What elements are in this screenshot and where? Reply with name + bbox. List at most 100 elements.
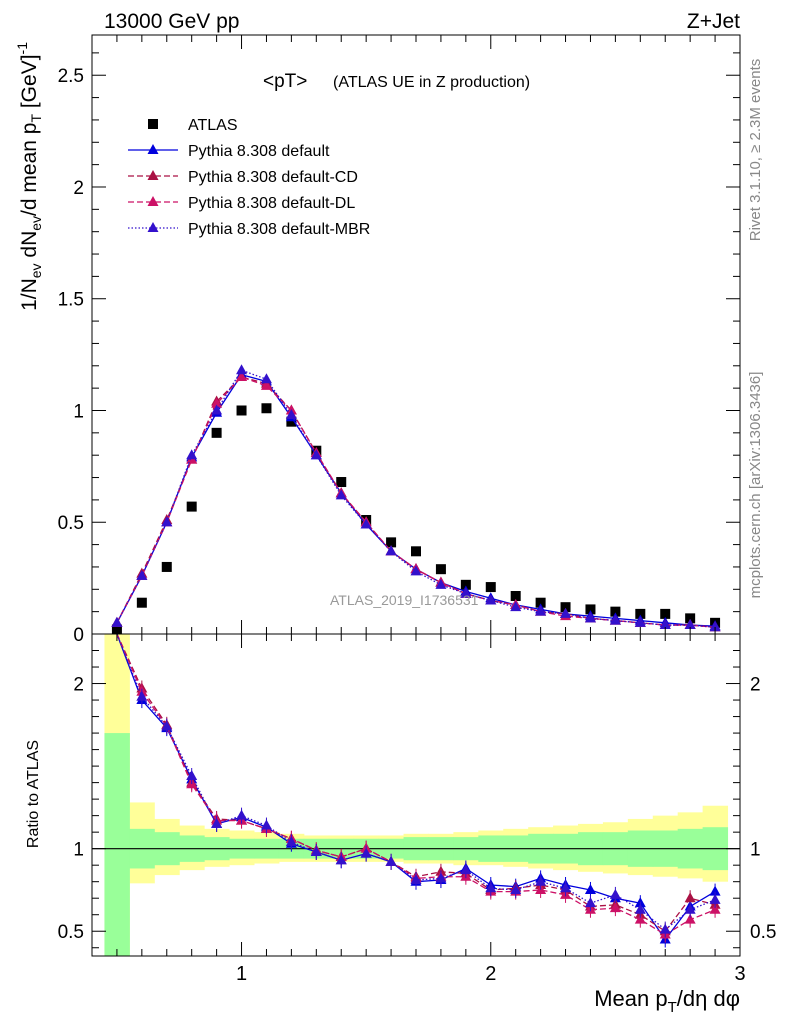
legend-marker xyxy=(147,170,159,180)
ratio-data-point xyxy=(709,893,721,904)
data-point xyxy=(360,518,372,529)
data-point xyxy=(411,546,421,557)
data-point xyxy=(336,477,347,488)
data-point xyxy=(485,594,497,605)
ratio-data-point xyxy=(609,902,621,913)
y-tick-label: 1 xyxy=(73,401,84,422)
data-point xyxy=(236,405,247,416)
data-point xyxy=(684,619,696,630)
data-point xyxy=(709,621,721,632)
data-point xyxy=(535,597,546,608)
x-axis-title: Mean pT/dη dφ xyxy=(594,986,740,1016)
header-energy-label: 13000 GeV pp xyxy=(104,10,239,33)
ratio-series-line xyxy=(116,633,716,941)
data-point xyxy=(136,597,147,608)
data-point xyxy=(634,616,646,627)
header-process-label: Z+Jet xyxy=(687,10,740,33)
data-point xyxy=(286,416,297,427)
legend-label: Pythia 8.308 default-DL xyxy=(188,195,355,212)
ratio-data-point xyxy=(659,923,671,934)
ratio-data-point xyxy=(609,888,621,899)
ratio-data-point xyxy=(709,903,721,914)
data-point xyxy=(535,605,547,616)
y-tick-label-right: 0.5 xyxy=(750,922,776,943)
data-point xyxy=(610,606,621,617)
data-point xyxy=(410,565,422,576)
y-tick-label: 2 xyxy=(73,178,84,199)
data-point xyxy=(560,602,571,613)
legend: ATLAS Pythia 8.308 default Pythia 8.308 de… xyxy=(128,117,370,238)
y-tick-label: 2 xyxy=(73,675,84,696)
series-line xyxy=(116,369,716,628)
main-panel: 0 0.5 1 1.5 2 2.5 <pT> (ATLAS UE in Z product… xyxy=(14,34,741,646)
data-point xyxy=(660,608,671,619)
data-point xyxy=(310,449,322,460)
ratio-data-point xyxy=(211,817,223,828)
y-tick-label: 1 xyxy=(73,840,84,861)
data-point xyxy=(585,604,596,615)
data-point xyxy=(635,608,646,619)
plot-subtitle: (ATLAS UE in Z production) xyxy=(333,74,530,91)
series-line xyxy=(116,376,716,628)
data-point xyxy=(161,561,172,572)
legend-marker xyxy=(147,222,159,232)
ratio-data-point xyxy=(460,864,472,875)
data-point xyxy=(260,379,272,390)
y-tick-label: 0.5 xyxy=(58,922,84,943)
y-tick-label: 1.5 xyxy=(58,290,84,311)
ratio-data-point xyxy=(584,897,596,908)
data-point xyxy=(560,607,572,618)
series-line xyxy=(116,376,716,628)
x-tick-label: 1 xyxy=(236,963,247,985)
ratio-data-point xyxy=(136,690,148,701)
ratio-data-point xyxy=(236,809,248,820)
data-point xyxy=(335,489,347,500)
ratio-y-axis-title: Ratio to ATLAS xyxy=(25,740,42,848)
data-point xyxy=(584,612,596,623)
mcplots-credit-label: mcplots.cern.ch [arXiv:1306.3436] xyxy=(747,372,764,599)
plot-title: <pT> xyxy=(263,71,307,92)
ratio-data-point xyxy=(634,903,646,914)
data-point xyxy=(211,427,222,438)
ratio-data-point xyxy=(709,885,721,896)
data-point xyxy=(236,370,248,381)
data-point xyxy=(211,404,223,415)
rivet-version-label: Rivet 3.1.10, ≥ 2.3M events xyxy=(747,59,764,242)
data-point xyxy=(136,569,148,580)
ratio-data-point xyxy=(535,875,547,886)
ratio-data-point xyxy=(360,847,372,858)
legend-marker xyxy=(147,196,159,206)
series-line xyxy=(116,373,716,627)
y-tick-label-right: 1 xyxy=(750,840,761,861)
x-tick-label: 2 xyxy=(485,963,496,985)
y-tick-label: 0.5 xyxy=(58,513,84,534)
legend-label: Pythia 8.308 default-MBR xyxy=(188,221,370,238)
data-point xyxy=(386,537,397,548)
ratio-data-point xyxy=(285,836,297,847)
ratio-data-point xyxy=(684,913,696,924)
ratio-data-point xyxy=(335,854,347,865)
ratio-data-point xyxy=(310,845,322,856)
data-point xyxy=(659,619,671,630)
ratio-panel: 1 2 30.5 0.51 12 2 Ratio to ATLAS Mean pT/dη … xyxy=(25,633,776,1016)
y-tick-label-right: 2 xyxy=(750,675,761,696)
ratio-data-point xyxy=(560,882,572,893)
data-point xyxy=(236,364,248,375)
data-point xyxy=(609,614,621,625)
ratio-data-point xyxy=(260,819,272,830)
ratio-data-point xyxy=(161,720,173,731)
data-point xyxy=(435,564,446,575)
ratio-data-point xyxy=(435,872,447,883)
data-point xyxy=(510,591,521,602)
ratio-data-point xyxy=(684,892,696,903)
ratio-data-point xyxy=(410,874,422,885)
data-point xyxy=(186,501,197,512)
legend-marker xyxy=(148,119,158,129)
data-point xyxy=(385,545,397,556)
legend-label: ATLAS xyxy=(188,117,238,134)
ratio-data-point xyxy=(634,913,646,924)
legend-marker xyxy=(147,144,159,154)
data-point xyxy=(510,601,522,612)
ratio-data-point xyxy=(684,903,696,914)
